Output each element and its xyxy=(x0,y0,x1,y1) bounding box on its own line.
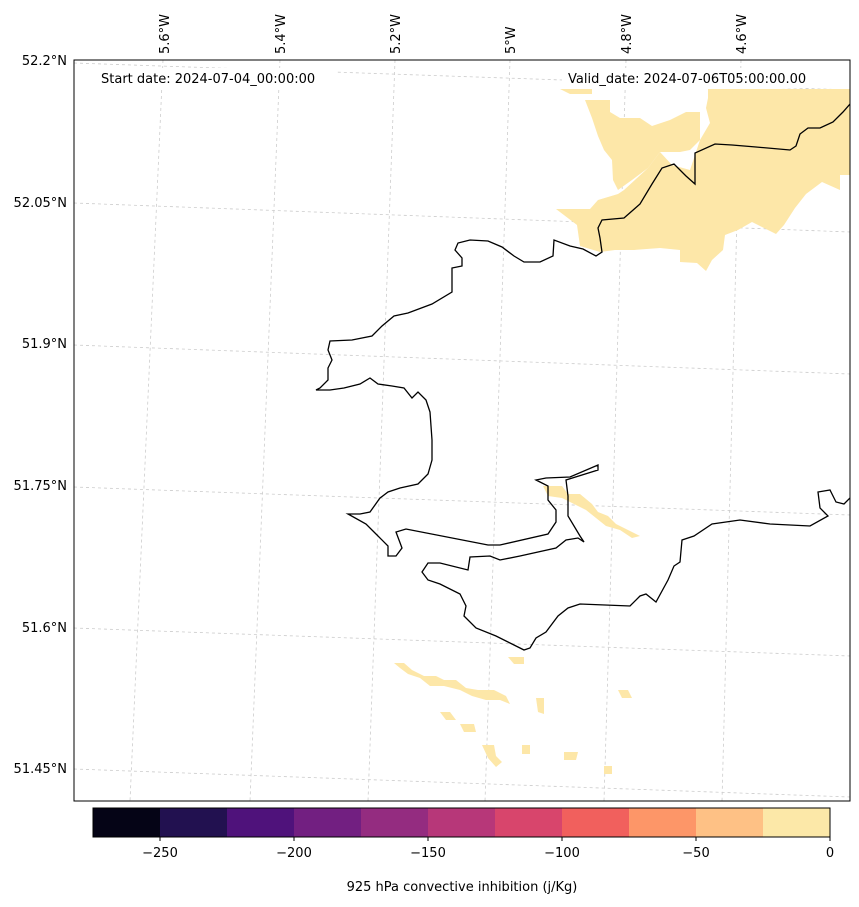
lon-label: 5.2°W xyxy=(389,14,404,54)
colorbar-segment xyxy=(696,808,764,837)
lon-label: 5.4°W xyxy=(274,14,289,54)
colorbar-segment xyxy=(160,808,228,837)
colorbar-segment xyxy=(428,808,496,837)
lat-label: 51.75°N xyxy=(14,479,67,494)
lat-label: 52.2°N xyxy=(22,54,67,69)
lon-labels: 5.6°W 5.4°W 5.2°W 5°W 4.8°W 4.6°W xyxy=(158,14,750,54)
colorbar-tick-label: −150 xyxy=(410,846,446,861)
colorbar-tick-label: −200 xyxy=(276,846,312,861)
colorbar-segment xyxy=(361,808,429,837)
graticule xyxy=(74,60,850,801)
colorbar-segment xyxy=(562,808,630,837)
start-date-box xyxy=(96,68,336,88)
colorbar-segment xyxy=(227,808,295,837)
colorbar-tick-label: 0 xyxy=(826,846,834,861)
lon-label: 4.8°W xyxy=(620,14,635,54)
lon-label: 4.6°W xyxy=(735,14,750,54)
colorbar-segment xyxy=(294,808,362,837)
colorbar-segment xyxy=(629,808,697,837)
colorbar-segment xyxy=(93,808,161,837)
valid-date-label: Valid_date: 2024-07-06T05:00:00.00 xyxy=(568,72,806,87)
lat-label: 51.45°N xyxy=(14,762,67,777)
map-frame xyxy=(73,59,851,802)
lon-label: 5°W xyxy=(504,26,519,54)
colorbar-segment xyxy=(763,808,831,837)
lat-label: 52.05°N xyxy=(14,196,67,211)
colorbar-title: 925 hPa convective inhibition (j/Kg) xyxy=(347,880,578,895)
colorbar-tick-labels: −250 −200 −150 −100 −50 0 xyxy=(142,846,834,861)
coastline xyxy=(315,103,850,651)
colorbar-tick-label: −250 xyxy=(142,846,178,861)
colorbar xyxy=(93,808,831,837)
colorbar-ticks xyxy=(159,837,831,841)
cin-fill xyxy=(394,89,850,774)
colorbar-tick-label: −100 xyxy=(544,846,580,861)
lat-labels: 52.2°N 52.05°N 51.9°N 51.75°N 51.6°N 51.… xyxy=(14,54,67,777)
colorbar-segment xyxy=(495,808,563,837)
colorbar-tick-label: −50 xyxy=(682,846,709,861)
colorbar-frame xyxy=(92,807,831,838)
lon-label: 5.6°W xyxy=(158,14,173,54)
lat-label: 51.9°N xyxy=(22,337,67,352)
valid-date-box xyxy=(562,68,830,88)
lat-label: 51.6°N xyxy=(22,621,67,636)
start-date-label: Start date: 2024-07-04_00:00:00 xyxy=(101,72,315,87)
